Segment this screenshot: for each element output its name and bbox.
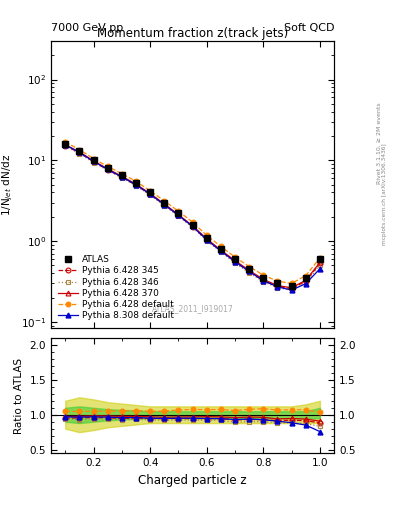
Text: mcplots.cern.ch [arXiv:1306.3436]: mcplots.cern.ch [arXiv:1306.3436] xyxy=(382,144,387,245)
Title: Momentum fraction z(track jets): Momentum fraction z(track jets) xyxy=(97,27,288,40)
Text: Rivet 3.1.10, ≥ 2M events: Rivet 3.1.10, ≥ 2M events xyxy=(377,102,382,184)
Y-axis label: Ratio to ATLAS: Ratio to ATLAS xyxy=(14,357,24,434)
X-axis label: Charged particle z: Charged particle z xyxy=(138,474,247,486)
Legend: ATLAS, Pythia 6.428 345, Pythia 6.428 346, Pythia 6.428 370, Pythia 6.428 defaul: ATLAS, Pythia 6.428 345, Pythia 6.428 34… xyxy=(55,252,176,323)
Text: ATLAS_2011_I919017: ATLAS_2011_I919017 xyxy=(152,304,233,313)
Text: Soft QCD: Soft QCD xyxy=(284,23,334,33)
Text: 7000 GeV pp: 7000 GeV pp xyxy=(51,23,123,33)
Y-axis label: 1/N$_{jet}$ dN/dz: 1/N$_{jet}$ dN/dz xyxy=(1,153,15,216)
